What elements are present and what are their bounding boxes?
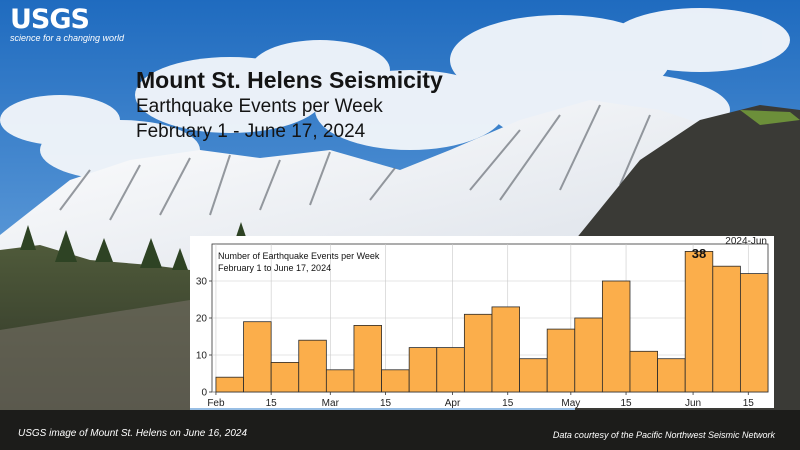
- bar: [491, 306, 520, 393]
- bar: [629, 350, 658, 393]
- bar: [684, 250, 714, 393]
- bar: [408, 347, 438, 393]
- bar: [270, 362, 300, 393]
- page-subtitle: Earthquake Events per Week: [136, 96, 383, 117]
- bar: [298, 339, 327, 393]
- x-tick-label: 15: [743, 398, 755, 408]
- bar: [215, 376, 244, 393]
- chart-subtitle: February 1 to June 17, 2024: [218, 263, 331, 273]
- bar: [546, 328, 576, 393]
- bar: [463, 313, 493, 393]
- chart-title: Number of Earthquake Events per Week: [218, 251, 380, 261]
- x-tick-label: 15: [266, 398, 278, 408]
- x-axis: Feb 15 Mar 15 Apr 15 May 15 Jun 15: [207, 392, 755, 409]
- bar: [381, 369, 410, 393]
- bar: [712, 265, 741, 393]
- y-axis: 0 10 20 30: [196, 277, 212, 399]
- data-credit: Data courtesy of the Pacific Northwest S…: [552, 430, 775, 440]
- y-tick-label: 20: [196, 314, 208, 325]
- x-tick-label: Apr: [445, 398, 461, 408]
- y-tick-label: 0: [201, 388, 207, 399]
- bar: [574, 317, 603, 393]
- date-range: February 1 - June 17, 2024: [136, 121, 366, 142]
- bar-chart: 0 10 20 30 Feb 15 Mar 15 Apr 15 May 15 Jun 15 Number…: [196, 236, 769, 409]
- corner-date-label: 2024-Jun: [725, 236, 767, 247]
- y-tick-label: 10: [196, 351, 208, 362]
- x-tick-label: 15: [502, 398, 514, 408]
- bar: [657, 358, 686, 393]
- header: Mount St. Helens Seismicity Earthquake E…: [136, 66, 443, 144]
- x-tick-label: 15: [380, 398, 392, 408]
- chart-panel: 0 10 20 30 Feb 15 Mar 15 Apr 15 May 15 Jun 15 Number…: [190, 236, 774, 409]
- bar: [601, 280, 631, 393]
- bar: [739, 273, 769, 393]
- page-title: Mount St. Helens Seismicity: [136, 67, 443, 93]
- peak-value-label: 38: [692, 246, 706, 261]
- y-tick-label: 30: [196, 277, 208, 288]
- bar: [519, 358, 548, 393]
- x-tick-label: Jun: [685, 398, 701, 408]
- x-tick-label: Mar: [322, 398, 340, 408]
- logo-wordmark: USGS: [10, 4, 90, 35]
- x-tick-label: 15: [620, 398, 632, 408]
- usgs-logo: USGS science for a changing world: [10, 4, 125, 44]
- bar: [325, 369, 355, 393]
- bar: [436, 347, 465, 393]
- x-tick-label: May: [561, 398, 580, 408]
- photo-caption: USGS image of Mount St. Helens on June 1…: [18, 428, 248, 439]
- bar: [243, 321, 272, 393]
- bar: [353, 325, 382, 393]
- x-tick-label: Feb: [207, 398, 225, 408]
- bars: [215, 250, 769, 393]
- logo-tagline: science for a changing world: [10, 33, 125, 43]
